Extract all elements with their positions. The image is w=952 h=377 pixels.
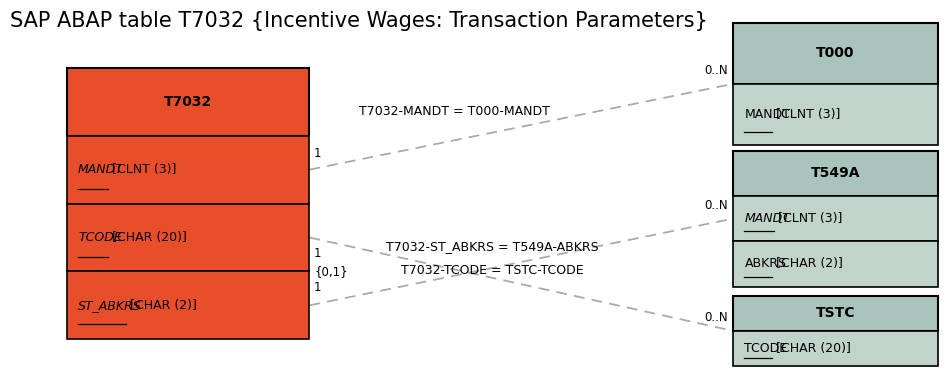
Text: [CLNT (3)]: [CLNT (3)] bbox=[109, 163, 176, 176]
Text: T7032-MANDT = T000-MANDT: T7032-MANDT = T000-MANDT bbox=[359, 105, 550, 118]
Text: T549A: T549A bbox=[811, 166, 860, 181]
Text: [CLNT (3)]: [CLNT (3)] bbox=[775, 212, 843, 225]
Text: T7032: T7032 bbox=[164, 95, 212, 109]
Text: 1: 1 bbox=[314, 247, 322, 260]
FancyBboxPatch shape bbox=[733, 151, 938, 196]
Text: 1: 1 bbox=[314, 147, 322, 160]
Text: ABKRS: ABKRS bbox=[744, 257, 786, 270]
FancyBboxPatch shape bbox=[733, 84, 938, 145]
Text: TCODE: TCODE bbox=[78, 231, 122, 244]
Text: 0..N: 0..N bbox=[704, 199, 728, 212]
Text: TSTC: TSTC bbox=[816, 307, 855, 320]
FancyBboxPatch shape bbox=[733, 331, 938, 366]
Text: [CHAR (2)]: [CHAR (2)] bbox=[126, 299, 197, 312]
Text: 0..N: 0..N bbox=[704, 311, 728, 324]
Text: MANDT: MANDT bbox=[744, 212, 790, 225]
Text: [CHAR (2)]: [CHAR (2)] bbox=[772, 257, 843, 270]
Text: T000: T000 bbox=[816, 46, 855, 60]
Text: MANDT: MANDT bbox=[78, 163, 124, 176]
Text: TCODE: TCODE bbox=[744, 342, 787, 355]
Text: ST_ABKRS: ST_ABKRS bbox=[78, 299, 142, 312]
Text: MANDT: MANDT bbox=[744, 108, 790, 121]
FancyBboxPatch shape bbox=[733, 23, 938, 84]
Text: T7032-ST_ABKRS = T549A-ABKRS: T7032-ST_ABKRS = T549A-ABKRS bbox=[387, 241, 599, 253]
FancyBboxPatch shape bbox=[67, 204, 309, 271]
Text: T7032-TCODE = TSTC-TCODE: T7032-TCODE = TSTC-TCODE bbox=[402, 265, 584, 277]
Text: 0..N: 0..N bbox=[704, 64, 728, 77]
Text: [CLNT (3)]: [CLNT (3)] bbox=[772, 108, 841, 121]
FancyBboxPatch shape bbox=[67, 136, 309, 204]
Text: SAP ABAP table T7032 {Incentive Wages: Transaction Parameters}: SAP ABAP table T7032 {Incentive Wages: T… bbox=[10, 11, 707, 31]
FancyBboxPatch shape bbox=[733, 241, 938, 287]
FancyBboxPatch shape bbox=[67, 68, 309, 136]
Text: [CHAR (20)]: [CHAR (20)] bbox=[772, 342, 851, 355]
Text: [CHAR (20)]: [CHAR (20)] bbox=[109, 231, 187, 244]
Text: {0,1}: {0,1} bbox=[314, 265, 347, 278]
FancyBboxPatch shape bbox=[733, 196, 938, 241]
FancyBboxPatch shape bbox=[67, 271, 309, 339]
FancyBboxPatch shape bbox=[733, 296, 938, 331]
Text: 1: 1 bbox=[314, 281, 322, 294]
